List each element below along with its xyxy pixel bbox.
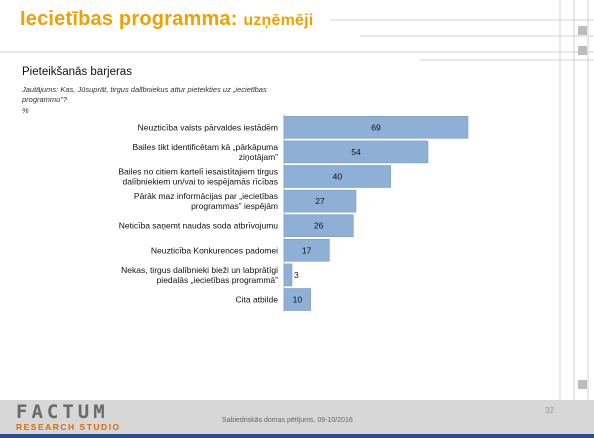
bar — [283, 263, 293, 287]
slide-title: Iecietības programma: uzņēmēji — [20, 8, 313, 31]
bar-value-label: 3 — [294, 270, 299, 280]
bar-value-label: 10 — [293, 295, 303, 305]
bar — [283, 140, 429, 164]
category-label: Bailes no citiem kartelī iesaistītajiem … — [118, 167, 278, 187]
category-label: Bailes tikt identificētam kā „pārkāpuma z… — [132, 142, 278, 162]
bar — [283, 288, 311, 311]
bar — [283, 165, 391, 188]
page-number: 32 — [545, 406, 554, 415]
category-label: Neticība saņemt naudas soda atbrīvojumu — [119, 221, 279, 231]
bar — [283, 214, 354, 237]
category-label: Neuzticība valsts pārvaldes iestādēm — [138, 122, 278, 132]
title-sub: uzņēmēji — [243, 12, 314, 29]
bar-value-label: 54 — [351, 147, 361, 157]
logo-tagline: RESEARCH STUDIO — [16, 422, 121, 432]
bar-value-label: 26 — [314, 221, 324, 231]
category-label: Nekas, tirgus dalībnieki bieži un labprā… — [121, 265, 278, 285]
bar — [283, 189, 357, 213]
bar-chart: 69 Neuzticība valsts pārvaldes iestādēm 54… — [118, 114, 469, 312]
footer-bar — [0, 400, 594, 434]
bar-value-label: 27 — [315, 196, 325, 206]
footer-source: Sabiedriskās domas pētījums, 09-10/2016 — [222, 417, 353, 424]
category-label: Neuzticība Konkurences padomei — [151, 245, 278, 255]
section-heading: Pieteikšanās barjeras — [22, 66, 132, 78]
unit-label: % — [22, 106, 29, 115]
bar — [283, 116, 469, 139]
factum-logo: FACTUM RESEARCH STUDIO — [16, 403, 136, 433]
logo-wordmark: FACTUM — [16, 401, 109, 423]
bar-value-label: 17 — [302, 245, 312, 255]
title-main: Iecietības programma: — [20, 8, 238, 30]
footer-accent-line — [0, 434, 594, 438]
survey-question: Jautājums: Kas, Jūsuprāt, tirgus dalībni… — [22, 85, 267, 104]
bar-value-label: 40 — [333, 172, 343, 182]
bar — [283, 239, 330, 262]
bar-value-label: 69 — [371, 122, 381, 132]
category-label: Cita atbilde — [235, 295, 278, 305]
category-label: Pārāk maz informācijas par „iecietības pr… — [134, 191, 278, 211]
